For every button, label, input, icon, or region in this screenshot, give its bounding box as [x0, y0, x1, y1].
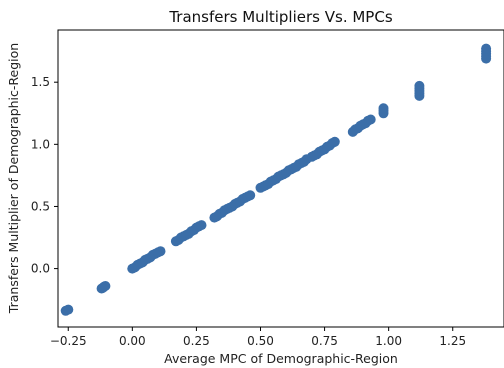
data-point [100, 281, 111, 291]
x-axis-label: Average MPC of Demographic-Region [164, 351, 398, 366]
data-point [245, 190, 256, 201]
data-points [60, 43, 492, 316]
chart-title: Transfers Multipliers Vs. MPCs [168, 8, 392, 26]
data-point [378, 103, 389, 114]
data-point [155, 246, 166, 257]
y-tick-label: 0.5 [31, 199, 50, 213]
data-point [414, 80, 425, 91]
data-point [365, 114, 376, 125]
data-point [63, 304, 74, 315]
y-axis-ticks: 0.0 0.5 1.0 1.5 [31, 75, 58, 276]
x-tick-label: 0.25 [183, 334, 210, 348]
data-point [196, 220, 207, 231]
data-point [481, 43, 492, 54]
y-axis-label: Transfers Multiplier of Demographic-Regi… [6, 43, 21, 314]
x-tick-label: −0.25 [50, 334, 87, 348]
data-point [329, 136, 340, 147]
x-tick-label: 1.00 [375, 334, 402, 348]
x-tick-label: 0.00 [119, 334, 146, 348]
y-tick-label: 0.0 [31, 262, 50, 276]
y-tick-label: 1.5 [31, 75, 50, 89]
x-tick-label: 1.25 [439, 334, 466, 348]
x-tick-label: 0.50 [247, 334, 274, 348]
y-tick-label: 1.0 [31, 137, 50, 151]
plot-frame [57, 29, 504, 328]
x-tick-label: 0.75 [311, 334, 338, 348]
x-axis-ticks: −0.25 0.00 0.25 0.50 0.75 1.00 1.25 [50, 327, 466, 348]
